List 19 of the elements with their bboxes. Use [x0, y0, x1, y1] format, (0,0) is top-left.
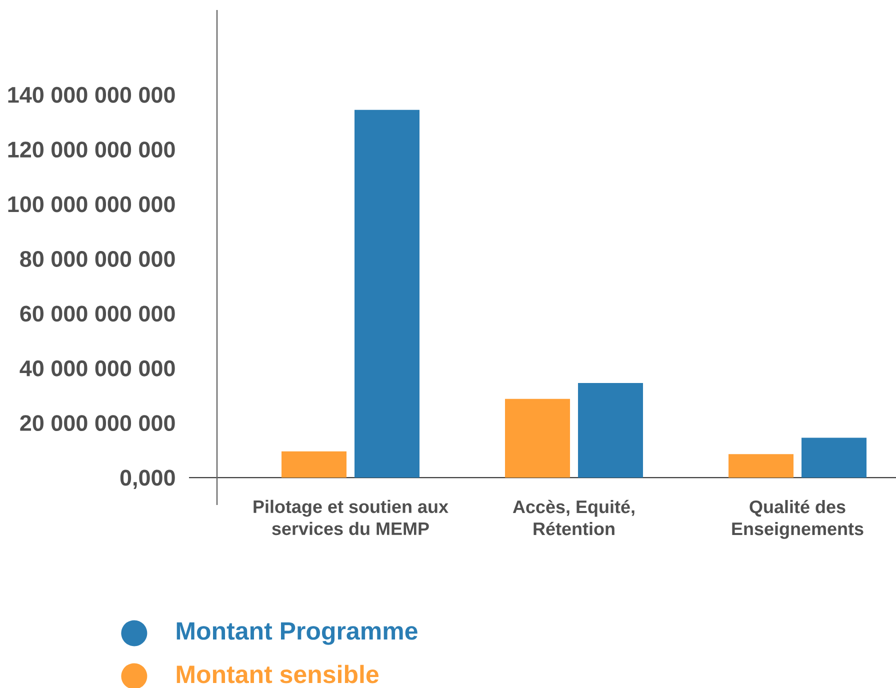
y-tick-label: 80 000 000 000	[20, 251, 175, 267]
y-tick-label: 40 000 000 000	[20, 360, 175, 376]
legend-label: Montant sensible	[176, 664, 379, 684]
x-tick-label: Accès, Equité, Rétention	[512, 500, 634, 536]
legend-label: Montant Programme	[176, 622, 418, 645]
y-tick-label: 20 000 000 000	[20, 415, 175, 432]
y-tick-label: 140 000 000 000	[8, 86, 175, 103]
bar	[505, 398, 570, 478]
x-tick-label: Pilotage et soutien aux services du MEMP	[254, 500, 448, 536]
bar	[802, 438, 867, 478]
bar	[578, 383, 644, 478]
y-tick-label: 100 000 000 000	[8, 196, 175, 212]
y-tick-label: 60 000 000 000	[20, 306, 175, 322]
x-tick-label: Qualité des Enseignements	[732, 500, 864, 539]
bar	[282, 451, 347, 478]
bar	[354, 110, 420, 478]
y-tick-label: 120 000 000 000	[8, 142, 175, 158]
bar	[728, 454, 794, 478]
y-tick-label: 0,000	[120, 470, 175, 489]
